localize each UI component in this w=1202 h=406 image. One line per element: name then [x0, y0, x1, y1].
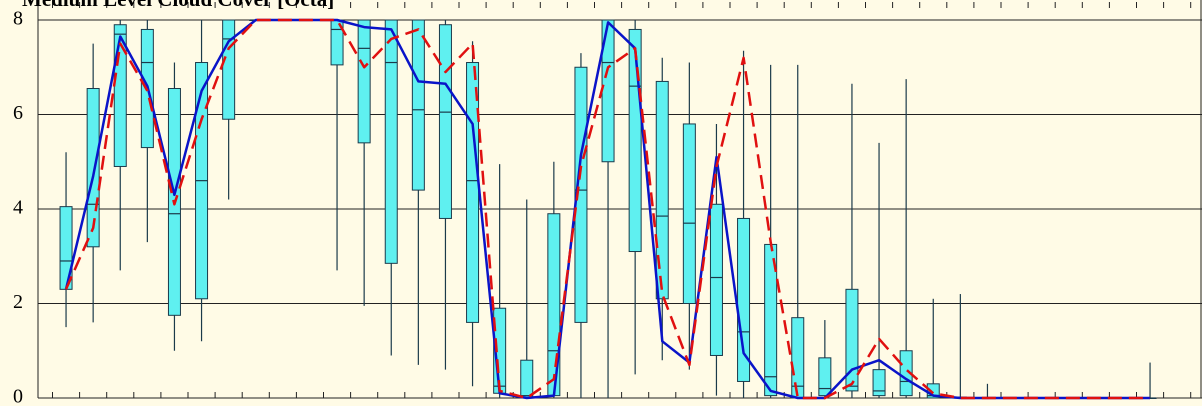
line — [64, 18, 1150, 400]
box — [655, 80, 669, 300]
y-tick-label: 4 — [13, 197, 23, 219]
plot-area — [38, 2, 1202, 398]
box — [737, 217, 751, 382]
box — [438, 24, 452, 219]
box — [628, 28, 642, 253]
y-tick-label: 0 — [13, 386, 23, 406]
y-tick-label: 8 — [13, 8, 23, 30]
y-tick-label: 2 — [13, 291, 23, 313]
box — [574, 66, 588, 323]
chart-title: Medium Level Cloud Cover [Octa] — [22, 0, 334, 11]
box — [845, 288, 859, 392]
box — [682, 123, 696, 304]
box — [411, 19, 425, 191]
box — [357, 19, 371, 144]
box — [709, 203, 723, 356]
box — [59, 206, 73, 290]
box — [872, 369, 886, 397]
y-tick-label: 6 — [13, 102, 23, 124]
box — [222, 19, 236, 120]
box — [520, 359, 534, 399]
box — [818, 357, 832, 397]
box — [384, 19, 398, 264]
box — [466, 62, 480, 323]
